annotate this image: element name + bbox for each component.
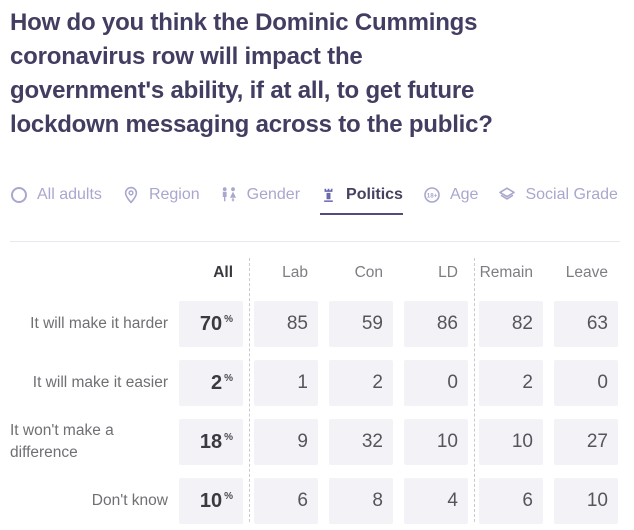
value-cell: 9	[254, 419, 318, 465]
row-label: Don't know	[91, 492, 168, 509]
circle-icon	[10, 186, 28, 204]
svg-text:18+: 18+	[427, 192, 438, 199]
tab-politics[interactable]: Politics	[320, 186, 403, 215]
value-cell: 82	[479, 301, 543, 347]
column-header-lab: Lab	[282, 264, 308, 281]
results-table: All Lab Con LD Remain Leave It will make…	[10, 258, 618, 524]
tab-all-adults[interactable]: All adults	[10, 186, 102, 215]
value-cell: 4	[404, 478, 468, 524]
column-header-remain: Remain	[479, 264, 533, 281]
value-cell: 0	[554, 360, 618, 406]
title-line: How do you think the Dominic Cummings	[10, 9, 478, 36]
value-cell: 85	[254, 301, 318, 347]
age-18plus-icon: 18+	[423, 186, 441, 204]
column-header-leave: Leave	[565, 264, 608, 281]
value-cell: 6	[254, 478, 318, 524]
map-pin-icon	[122, 186, 140, 204]
gender-icon	[220, 186, 238, 204]
column-header-all: All	[213, 264, 233, 281]
percent-sign: %	[224, 490, 233, 502]
all-value-cell: 18%	[179, 419, 243, 465]
all-value-cell: 10%	[179, 478, 243, 524]
value-cell: 32	[329, 419, 393, 465]
section-divider	[10, 241, 620, 242]
value-cell: 8	[329, 478, 393, 524]
value-cell: 2	[329, 360, 393, 406]
value-cell: 10	[404, 419, 468, 465]
filter-tab-bar: All adults Region Gender Politics 18+ Ag…	[10, 186, 618, 215]
percent-sign: %	[224, 372, 233, 384]
social-grade-icon	[498, 186, 516, 204]
title-line: lockdown messaging across to the public?	[10, 111, 493, 138]
parliament-icon	[320, 187, 337, 204]
tab-label: Age	[449, 186, 479, 203]
all-value-cell: 70%	[179, 301, 243, 347]
column-header-con: Con	[354, 264, 383, 281]
tab-label: Social Grade	[525, 186, 618, 203]
tab-label: All adults	[37, 186, 102, 203]
value-cell: 6	[479, 478, 543, 524]
value-cell: 63	[554, 301, 618, 347]
value-cell: 10	[554, 478, 618, 524]
all-value-cell: 2%	[179, 360, 243, 406]
value-cell: 59	[329, 301, 393, 347]
row-label: It will make it easier	[32, 374, 168, 391]
column-header-ld: LD	[438, 264, 458, 281]
percent-sign: %	[224, 431, 233, 443]
value-cell: 2	[479, 360, 543, 406]
tab-label: Gender	[246, 186, 301, 203]
tab-gender[interactable]: Gender	[220, 186, 300, 215]
tab-age[interactable]: 18+ Age	[423, 186, 478, 215]
tab-region[interactable]: Region	[122, 186, 200, 215]
title-line: coronavirus row will impact the	[10, 43, 363, 70]
value-cell: 10	[479, 419, 543, 465]
page-title: How do you think the Dominic Cummings co…	[10, 6, 620, 142]
value-cell: 86	[404, 301, 468, 347]
dashed-separator	[474, 258, 475, 522]
tab-social-grade[interactable]: Social Grade	[498, 186, 618, 215]
title-line: government's ability, if at all, to get …	[10, 77, 475, 104]
row-label: It won't make a difference	[10, 422, 114, 461]
tab-label: Region	[148, 186, 200, 203]
value-cell: 1	[254, 360, 318, 406]
percent-sign: %	[224, 313, 233, 325]
tab-label: Politics	[346, 186, 403, 203]
value-cell: 27	[554, 419, 618, 465]
row-label: It will make it harder	[30, 315, 168, 332]
value-cell: 0	[404, 360, 468, 406]
dashed-separator	[249, 258, 250, 522]
